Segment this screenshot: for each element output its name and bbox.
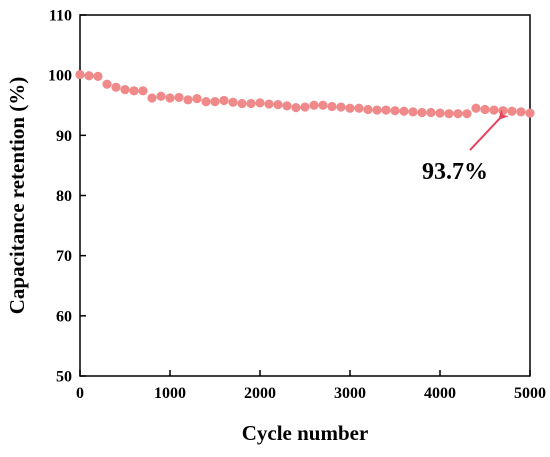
data-point — [264, 99, 274, 109]
data-point — [444, 109, 454, 119]
data-point — [255, 98, 265, 108]
data-point — [318, 100, 328, 110]
data-point — [345, 103, 355, 113]
data-point — [363, 104, 373, 115]
data-point — [480, 104, 490, 115]
data-point — [462, 109, 472, 119]
data-point — [399, 106, 409, 116]
data-point — [183, 95, 193, 105]
x-tick-label: 3000 — [334, 385, 366, 402]
data-point — [75, 69, 85, 80]
y-tick-label: 70 — [56, 248, 72, 265]
y-tick-label: 80 — [56, 188, 72, 205]
data-point — [102, 79, 112, 89]
data-point — [210, 97, 220, 107]
data-point — [192, 94, 202, 104]
data-point — [219, 95, 229, 106]
data-point — [336, 102, 346, 112]
data-point — [471, 103, 481, 113]
y-tick-label: 90 — [56, 128, 72, 145]
data-point — [525, 108, 535, 118]
data-point — [435, 108, 445, 118]
data-point — [354, 103, 364, 113]
x-tick-label: 2000 — [244, 385, 276, 402]
y-tick-label: 100 — [48, 68, 72, 85]
data-point — [246, 98, 256, 109]
data-point — [309, 100, 319, 110]
y-axis-title: Capacitance retention (%) — [5, 77, 29, 315]
y-tick-label: 110 — [49, 8, 72, 25]
data-point — [201, 97, 211, 107]
data-point — [93, 71, 103, 81]
data-point — [372, 105, 382, 115]
data-point — [165, 93, 175, 103]
data-point — [147, 93, 157, 103]
points-layer — [75, 69, 535, 119]
data-point — [498, 106, 508, 116]
data-point — [174, 92, 184, 103]
data-point — [300, 102, 310, 112]
data-point — [120, 85, 130, 95]
data-point — [507, 106, 517, 116]
data-point — [129, 86, 139, 96]
ticks-layer: 0 1000 2000 3000 4000 5000 50 60 70 80 90 100 110 — [48, 8, 546, 403]
annotation-label: 93.7% — [422, 159, 488, 185]
data-point — [408, 107, 418, 117]
data-point — [138, 86, 148, 96]
data-point — [516, 107, 526, 117]
data-point — [111, 82, 121, 92]
data-point — [84, 71, 94, 81]
data-point — [156, 91, 166, 101]
data-point — [426, 107, 436, 118]
x-tick-label: 1000 — [154, 385, 186, 402]
y-tick-label: 60 — [56, 308, 72, 325]
data-point — [228, 97, 238, 107]
x-tick-label: 5000 — [514, 385, 546, 402]
data-point — [417, 107, 427, 118]
data-point — [390, 106, 400, 116]
annotation-arrow — [469, 109, 509, 151]
data-point — [237, 98, 247, 109]
annotation-layer: 93.7% — [422, 109, 509, 185]
data-point — [381, 105, 391, 115]
data-point — [489, 105, 499, 115]
data-point — [327, 101, 337, 112]
plot-frame — [79, 14, 531, 377]
x-tick-label: 4000 — [424, 385, 456, 402]
data-point — [291, 103, 301, 113]
data-point — [273, 100, 283, 110]
x-axis-title: Cycle number — [242, 421, 369, 445]
y-tick-label: 50 — [56, 369, 72, 386]
x-tick-label: 0 — [76, 385, 84, 402]
data-point — [282, 101, 292, 111]
data-point — [453, 109, 463, 119]
